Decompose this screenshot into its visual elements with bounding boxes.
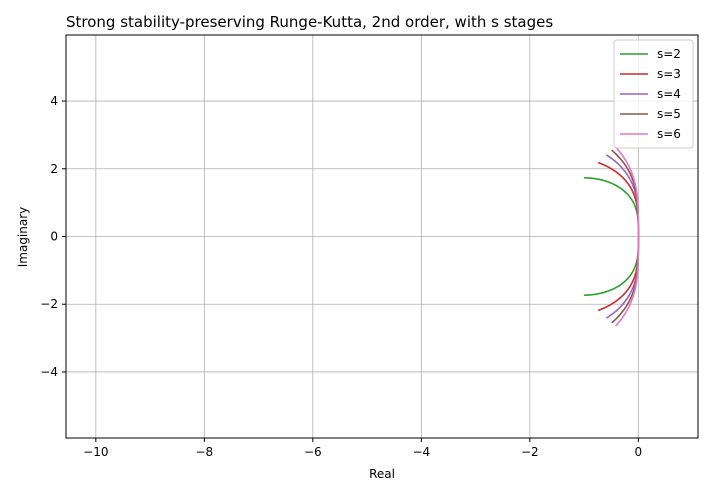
legend-label: s=5 [657, 107, 681, 121]
x-tick-label: −2 [521, 445, 539, 459]
y-tick-label: 0 [50, 230, 58, 244]
x-tick-label: −4 [412, 445, 430, 459]
legend-box [613, 39, 694, 149]
x-tick-label: −10 [83, 445, 108, 459]
y-tick-label: −2 [40, 297, 58, 311]
x-axis-label: Real [369, 467, 395, 481]
legend-label: s=4 [657, 87, 681, 101]
series-line-s=6 [614, 146, 640, 327]
legend-label: s=3 [657, 67, 681, 81]
legend-label: s=6 [657, 127, 681, 141]
y-tick-label: 4 [50, 94, 58, 108]
legend-label: s=2 [657, 47, 681, 61]
y-tick-label: 2 [50, 162, 58, 176]
chart-title: Strong stability-preserving Runge-Kutta,… [66, 13, 553, 31]
x-tick-label: −8 [195, 445, 213, 459]
x-axis: −10 −8 −6 −4 −2 0 [83, 438, 642, 459]
y-axis: −4 −2 0 2 4 [40, 94, 66, 379]
x-tick-label: −6 [304, 445, 322, 459]
grid [66, 35, 698, 438]
x-tick-label: 0 [635, 445, 643, 459]
y-axis-label: Imaginary [16, 207, 30, 268]
legend: s=2 s=3 s=4 s=5 s=6 [613, 39, 694, 149]
y-tick-label: −4 [40, 365, 58, 379]
plot-area [584, 146, 640, 327]
